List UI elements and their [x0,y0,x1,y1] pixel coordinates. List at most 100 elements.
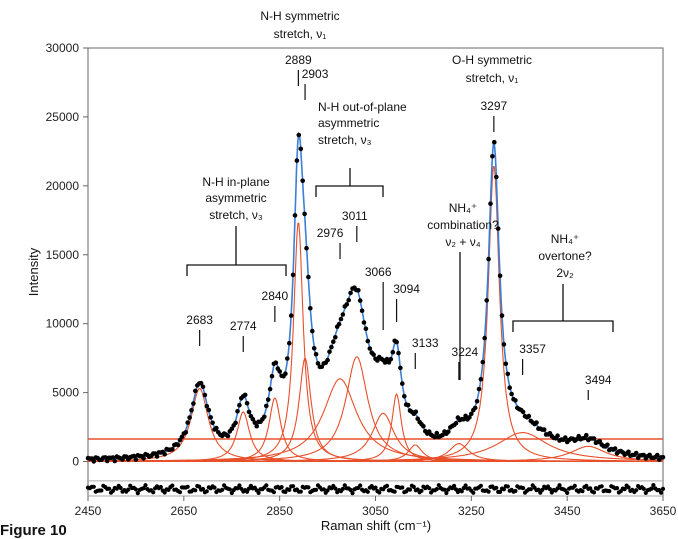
residual-point [350,491,355,496]
residual-point [212,485,217,490]
data-point [306,274,311,280]
total-fit-line [88,131,663,460]
data-point [112,458,118,464]
data-point [365,338,371,344]
x-tick-label: 3450 [554,504,581,518]
y-tick-label: 5000 [52,386,79,400]
data-point [229,426,235,432]
residual-point [358,483,363,488]
data-point [348,290,353,296]
data-point [336,321,342,327]
residual-point [298,489,303,494]
data-point [390,349,396,355]
component-curve-3494 [88,445,664,463]
residual-point [452,483,457,488]
residual-point [197,484,202,489]
y-tick-label: 30000 [46,41,80,55]
residual-point [649,486,654,491]
data-point [185,420,190,425]
residual-point [271,490,276,495]
residual-point [151,490,156,495]
data-point [494,174,499,180]
figure-caption: Figure 10 [0,522,67,539]
data-point [302,211,307,217]
data-point [432,434,438,440]
residual-point [651,483,656,488]
residual-point [135,491,140,496]
data-point [242,392,248,398]
data-point [367,346,373,351]
annotation-combination-3: ν₂ + ν₄ [445,235,480,249]
peak-label-2889: 2889 [285,53,312,67]
data-point [633,450,639,456]
data-point [413,409,419,415]
bracket-nh-oop [315,168,384,197]
x-tick-label: 2450 [75,504,102,518]
residual-point [419,488,424,493]
residual-point [411,484,416,489]
residual-point [256,490,261,495]
residual-point [384,483,390,488]
data-point [534,420,539,425]
data-point [526,413,532,419]
data-point [490,154,495,159]
peak-label-2903: 2903 [302,67,329,81]
data-point [294,158,300,163]
data-point [298,146,304,152]
annotation-nh-oop-3: stretch, ν₃ [318,133,372,147]
data-point [191,401,196,406]
data-point [333,335,338,340]
residual-point [622,487,627,492]
peak-label-3066: 3066 [365,265,392,279]
residual-point [607,489,612,494]
data-point [655,452,660,458]
y-tick-label: 15000 [46,248,80,262]
residual-point [444,490,449,496]
annotation-oh-symmetric-1: O-H symmetric [452,53,532,67]
bracket-nh-inplane [186,226,287,276]
data-point [198,380,204,386]
data-point [189,408,194,413]
data-point [396,350,401,356]
residual-point [185,484,190,489]
residual-point [193,488,198,493]
data-point [300,178,306,184]
data-point [359,308,365,314]
data-point [110,455,116,460]
residual-point [513,488,518,494]
data-point [488,201,493,206]
residual-point [434,487,439,492]
residual-point [107,486,112,491]
residual-point [99,488,104,493]
data-point [584,432,589,438]
residual-point [555,486,560,491]
x-axis-ticks: 2450 2650 2850 3050 3250 3450 3650 [75,496,677,518]
data-point [469,411,474,417]
data-point [277,369,283,374]
residual-point [162,490,167,495]
residual-point [340,486,345,491]
data-point [292,213,298,218]
data-point [264,403,269,409]
data-point [296,132,302,138]
data-point [501,342,507,347]
residual-point [200,486,206,492]
residual-point [547,487,553,492]
component-curve-2840 [88,397,663,463]
residual-point [626,485,631,490]
peak-label-3494: 3494 [585,373,612,387]
data-point [626,449,631,455]
data-point [495,226,501,231]
residual-point [442,487,447,492]
peak-label-3224: 3224 [452,345,479,359]
residual-point [471,490,476,495]
data-point [563,435,568,440]
data-point [660,455,666,460]
x-axis-title: Raman shift (cm⁻¹) [321,518,431,533]
data-point [310,328,315,334]
residual-point [463,483,468,488]
annotation-overtone-3: 2ν₂ [556,266,574,280]
data-point [235,409,240,414]
